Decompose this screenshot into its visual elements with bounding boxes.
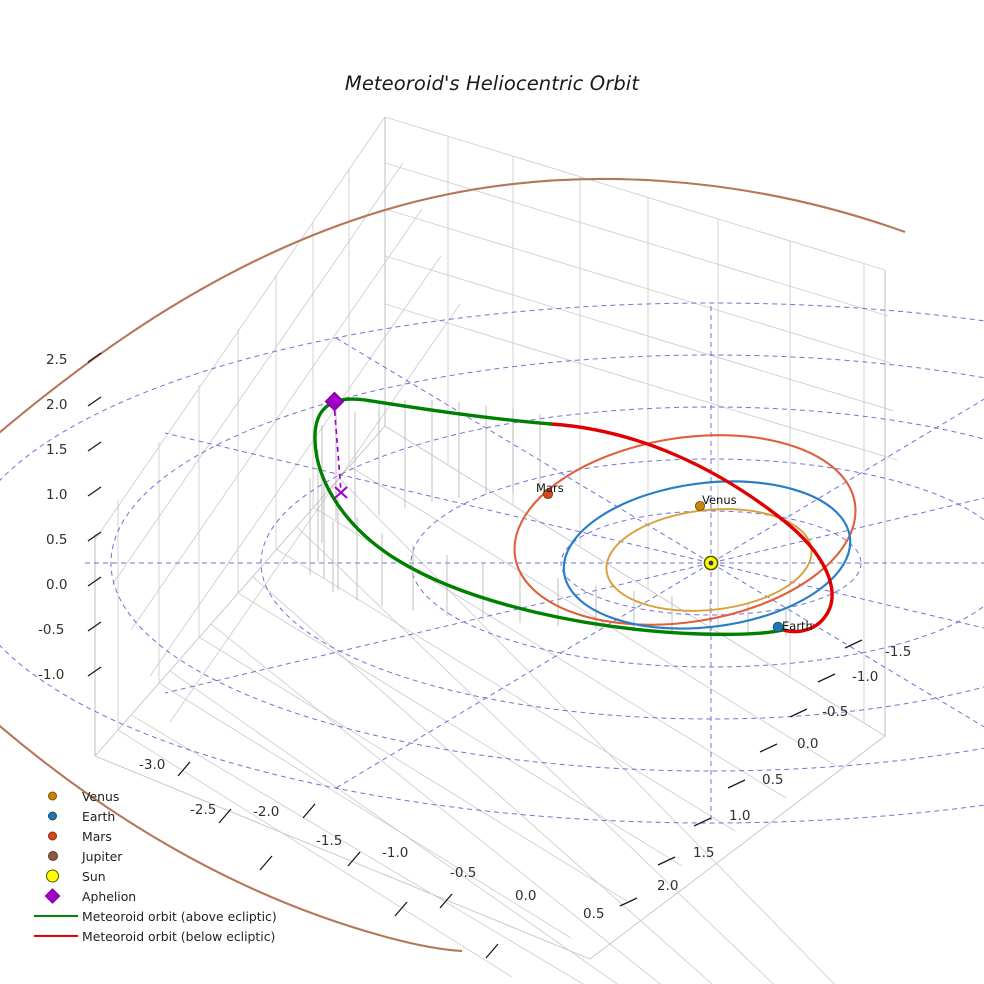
jupiter-dot-icon — [30, 846, 82, 866]
y-tick-0: -1.5 — [885, 644, 912, 660]
page-title: Meteoroid's Heliocentric Orbit — [344, 72, 640, 95]
x-tick-1: -2.5 — [190, 802, 217, 818]
meteoroid-orbit-below-ecliptic — [549, 422, 834, 634]
x-tick-4: -1.0 — [382, 845, 409, 861]
legend-label-sun: Sun — [82, 868, 106, 884]
legend-label-jupiter: Jupiter — [82, 848, 123, 864]
axis-corner-risers — [94, 117, 886, 756]
z-tick-6: -0.5 — [38, 622, 65, 638]
legend-label-venus: Venus — [82, 788, 120, 804]
legend-item-jupiter[interactable]: Jupiter — [30, 846, 277, 866]
aphelion-projection-x-marker — [334, 486, 348, 499]
legend-item-venus[interactable]: Venus — [30, 786, 277, 806]
mars-dot-icon — [30, 826, 82, 846]
legend-label-orbit-below: Meteoroid orbit (below ecliptic) — [82, 928, 276, 944]
legend-label-mars: Mars — [82, 828, 112, 844]
z-tick-0: 2.5 — [46, 352, 68, 368]
x-tick-5: -0.5 — [450, 865, 477, 881]
earth-marker[interactable] — [772, 621, 784, 633]
earth-dot-icon — [30, 806, 82, 826]
x-tick-6: 0.0 — [515, 888, 537, 904]
red-line-icon — [30, 926, 82, 946]
z-tick-5: 0.0 — [46, 577, 68, 593]
green-line-icon — [30, 906, 82, 926]
mars-marker[interactable] — [542, 488, 554, 500]
legend-item-mars[interactable]: Mars — [30, 826, 277, 846]
y-tick-5: 1.0 — [729, 808, 751, 824]
pane-grid-back-right — [384, 116, 898, 736]
legend-item-orbit-below[interactable]: Meteoroid orbit (below ecliptic) — [30, 926, 277, 946]
aphelion-drop-line — [333, 401, 342, 493]
y-tick-4: 0.5 — [762, 772, 784, 788]
y-tick-3: 0.0 — [797, 736, 819, 752]
x-tick-7: 0.5 — [583, 906, 605, 922]
legend-item-earth[interactable]: Earth — [30, 806, 277, 826]
ecliptic-polar-grid — [0, 302, 984, 824]
legend: Venus Earth Mars Jupiter Sun — [30, 786, 277, 946]
earth-label: Earth — [782, 619, 813, 633]
orbit-mars — [513, 434, 857, 626]
legend-item-sun[interactable]: Sun — [30, 866, 277, 886]
venus-dot-icon — [30, 786, 82, 806]
sun-dot-icon — [30, 866, 82, 886]
x-tick-2: -2.0 — [253, 804, 280, 820]
legend-item-orbit-above[interactable]: Meteoroid orbit (above ecliptic) — [30, 906, 277, 926]
z-tick-1: 2.0 — [46, 397, 68, 413]
legend-label-earth: Earth — [82, 808, 116, 824]
aphelion-marker[interactable] — [324, 391, 345, 412]
mars-label: Mars — [536, 481, 564, 495]
x-tick-0: -3.0 — [139, 757, 166, 773]
pane-grid-back-left — [94, 116, 461, 756]
legend-label-orbit-above: Meteoroid orbit (above ecliptic) — [82, 908, 277, 924]
aphelion-diamond-icon — [30, 886, 82, 906]
y-tick-7: 2.0 — [657, 878, 679, 894]
legend-item-aphelion[interactable]: Aphelion — [30, 886, 277, 906]
z-tick-2: 1.5 — [46, 442, 68, 458]
sun-core — [708, 560, 714, 566]
y-tick-6: 1.5 — [693, 845, 715, 861]
z-tick-7: -1.0 — [38, 667, 65, 683]
venus-marker[interactable] — [694, 500, 706, 512]
orbit-earth — [562, 480, 852, 630]
z-tick-3: 1.0 — [46, 487, 68, 503]
y-tick-2: -0.5 — [822, 704, 849, 720]
meteoroid-orbit-above-ecliptic — [313, 397, 785, 637]
x-tick-3: -1.5 — [316, 833, 343, 849]
legend-label-aphelion: Aphelion — [82, 888, 137, 904]
y-tick-1: -1.0 — [852, 669, 879, 685]
venus-label: Venus — [702, 493, 737, 507]
axis-ticks — [87, 352, 863, 959]
orbit-stem-lines — [309, 400, 787, 636]
orbit-jupiter — [0, 178, 906, 953]
z-tick-4: 0.5 — [46, 532, 68, 548]
